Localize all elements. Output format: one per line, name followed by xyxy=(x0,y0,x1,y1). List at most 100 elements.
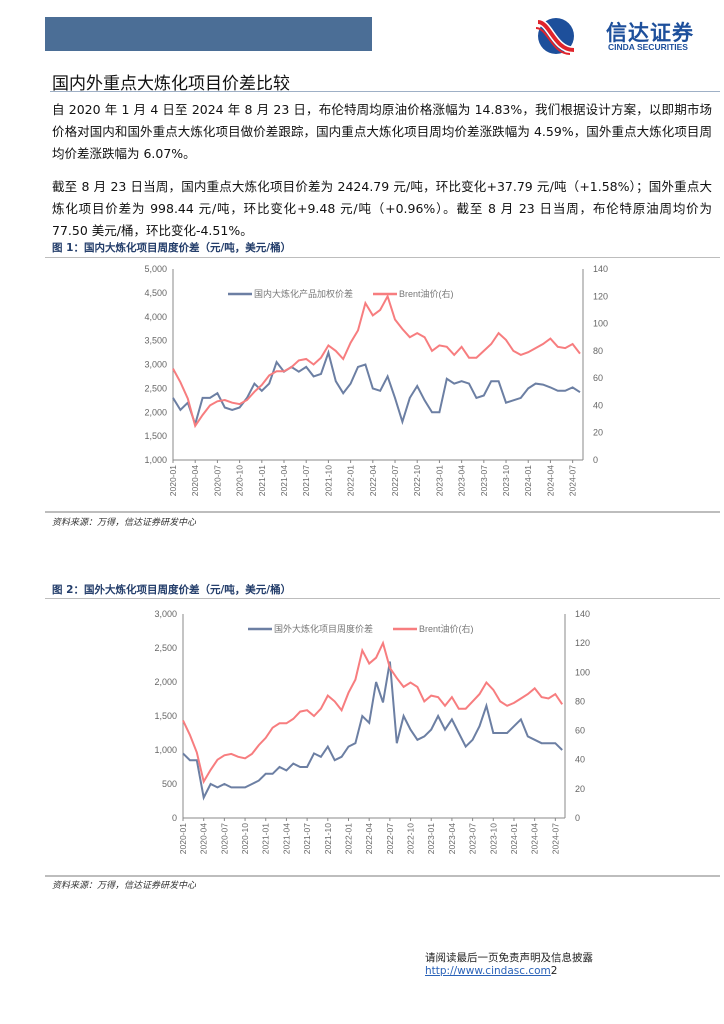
paragraph-2: 截至 8 月 23 日当周，国内重点大炼化项目价差为 2424.79 元/吨，环… xyxy=(52,179,712,238)
x-tick-label: 2024-04 xyxy=(530,823,540,854)
figure-2-source: 资料来源：万得，信达证券研发中心 xyxy=(52,881,197,891)
x-tick-label: 2022-10 xyxy=(406,823,416,854)
x-tick-label: 2023-07 xyxy=(479,465,489,496)
x-tick-label: 2022-07 xyxy=(385,823,395,854)
x-tick-label: 2020-07 xyxy=(212,465,222,496)
x-tick-label: 2022-10 xyxy=(412,465,422,496)
y2-tick-label: 40 xyxy=(575,755,585,765)
header-bar xyxy=(45,17,372,51)
series-line-spread xyxy=(172,349,581,428)
y2-tick-label: 100 xyxy=(593,319,608,329)
x-tick-label: 2023-07 xyxy=(468,823,478,854)
cinda-logo-icon xyxy=(536,18,575,55)
disclaimer-text: 请阅读最后一页免责声明及信息披露 xyxy=(425,952,593,964)
y-tick-label: 0 xyxy=(172,813,177,823)
y2-tick-label: 140 xyxy=(575,609,590,619)
x-tick-label: 2022-04 xyxy=(368,465,378,496)
y2-tick-label: 140 xyxy=(593,264,608,274)
y-tick-label: 2,500 xyxy=(154,643,177,653)
y-tick-label: 1,000 xyxy=(154,745,177,755)
y-tick-label: 3,000 xyxy=(144,360,167,370)
x-tick-label: 2021-04 xyxy=(281,823,291,854)
divider xyxy=(45,511,720,513)
x-tick-label: 2020-07 xyxy=(219,823,229,854)
series-line-brent xyxy=(172,293,581,429)
y-tick-label: 500 xyxy=(162,779,177,789)
x-tick-label: 2021-07 xyxy=(302,823,312,854)
x-tick-label: 2021-10 xyxy=(323,465,333,496)
divider xyxy=(45,598,720,599)
y-tick-label: 3,000 xyxy=(154,609,177,619)
legend-label: 国外大炼化项目周度价差 xyxy=(274,623,373,634)
y-tick-label: 2,500 xyxy=(144,383,167,393)
y2-tick-label: 0 xyxy=(575,813,580,823)
x-tick-label: 2020-04 xyxy=(199,823,209,854)
y-tick-label: 4,500 xyxy=(144,288,167,298)
y2-tick-label: 120 xyxy=(593,291,608,301)
x-tick-label: 2023-04 xyxy=(457,465,467,496)
series-line-spread xyxy=(182,661,563,801)
title-divider xyxy=(50,91,720,92)
x-tick-label: 2023-01 xyxy=(426,823,436,854)
y2-tick-label: 20 xyxy=(575,784,585,794)
website-link[interactable]: http://www.cindasc.com xyxy=(425,965,551,977)
y-tick-label: 1,500 xyxy=(144,431,167,441)
x-tick-label: 2021-10 xyxy=(323,823,333,854)
paragraph-1: 自 2020 年 1 月 4 日至 2024 年 8 月 23 日，布伦特周均原… xyxy=(52,102,712,161)
x-tick-label: 2020-01 xyxy=(178,823,188,854)
x-tick-label: 2024-07 xyxy=(568,465,578,496)
footer: 请阅读最后一页免责声明及信息披露 http://www.cindasc.com2 xyxy=(425,950,724,977)
page-number: 2 xyxy=(550,965,558,977)
x-tick-label: 2020-10 xyxy=(240,823,250,854)
y2-tick-label: 60 xyxy=(575,726,585,736)
figure-2-caption: 图 2：国外大炼化项目周度价差（元/吨，美元/桶） xyxy=(52,584,292,596)
x-tick-label: 2024-07 xyxy=(550,823,560,854)
y2-tick-label: 60 xyxy=(593,373,603,383)
x-tick-label: 2023-10 xyxy=(501,465,511,496)
y2-tick-label: 0 xyxy=(593,455,598,465)
figure-1-source: 资料来源：万得，信达证券研发中心 xyxy=(52,518,197,528)
y2-tick-label: 80 xyxy=(593,346,603,356)
x-tick-label: 2021-04 xyxy=(279,465,289,496)
x-tick-label: 2021-01 xyxy=(257,465,267,496)
y2-tick-label: 20 xyxy=(593,428,603,438)
y-tick-label: 4,000 xyxy=(144,312,167,322)
x-tick-label: 2020-10 xyxy=(235,465,245,496)
x-tick-label: 2021-07 xyxy=(301,465,311,496)
y2-tick-label: 120 xyxy=(575,638,590,648)
y-tick-label: 2,000 xyxy=(144,407,167,417)
x-tick-label: 2021-01 xyxy=(261,823,271,854)
x-tick-label: 2022-07 xyxy=(390,465,400,496)
y-tick-label: 3,500 xyxy=(144,336,167,346)
x-tick-label: 2020-04 xyxy=(190,465,200,496)
chart-2: 0 500 1,000 1,500 2,000 2,500 3,000 0 20 40 60 80 10… xyxy=(154,609,590,854)
x-tick-label: 2023-01 xyxy=(434,465,444,496)
x-tick-label: 2023-04 xyxy=(447,823,457,854)
y-tick-label: 1,500 xyxy=(154,711,177,721)
x-tick-label: 2023-10 xyxy=(488,823,498,854)
divider xyxy=(45,875,720,877)
legend-label: Brent油价(右) xyxy=(419,623,474,634)
legend-label: Brent油价(右) xyxy=(399,288,454,299)
x-tick-label: 2022-01 xyxy=(343,823,353,854)
logo-subtext: CINDA SECURITIES xyxy=(608,42,688,52)
y-tick-label: 1,000 xyxy=(144,455,167,465)
divider xyxy=(45,257,720,258)
y2-tick-label: 100 xyxy=(575,667,590,677)
x-tick-label: 2024-04 xyxy=(545,465,555,496)
legend-label: 国内大炼化产品加权价差 xyxy=(254,288,353,299)
y2-tick-label: 40 xyxy=(593,400,603,410)
x-tick-label: 2022-04 xyxy=(364,823,374,854)
x-tick-label: 2020-01 xyxy=(168,465,178,496)
y-tick-label: 2,000 xyxy=(154,677,177,687)
section-title: 国内外重点大炼化项目价差比较 xyxy=(52,74,290,94)
x-tick-label: 2024-01 xyxy=(509,823,519,854)
y2-tick-label: 80 xyxy=(575,696,585,706)
y-tick-label: 5,000 xyxy=(144,264,167,274)
figure-1-caption: 图 1：国内大炼化项目周度价差（元/吨，美元/桶） xyxy=(52,242,292,254)
x-tick-label: 2022-01 xyxy=(346,465,356,496)
chart-1: 1,000 1,500 2,000 2,500 3,000 3,500 4,000 4,500… xyxy=(144,264,608,496)
series-line-brent xyxy=(182,640,564,785)
logo-text: 信达证券 xyxy=(606,21,694,45)
